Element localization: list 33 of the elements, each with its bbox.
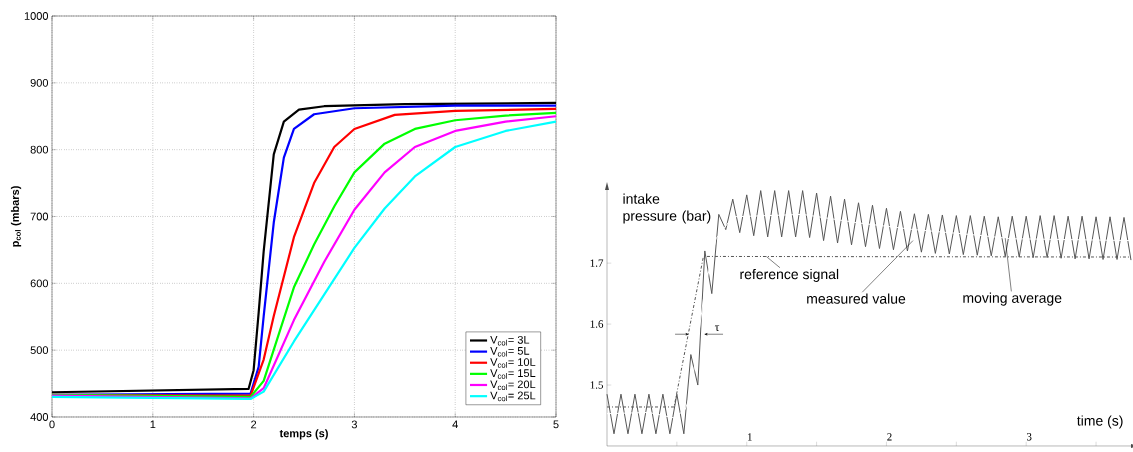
y-tick-label: 1000 <box>24 12 49 20</box>
y-tick-label: 500 <box>30 346 49 355</box>
x-tick-label: 0 <box>49 420 55 429</box>
y-tick-label: 900 <box>30 78 49 87</box>
y-tick-label: 1.7 <box>590 259 604 267</box>
y-axis-title: p$_{col}$ (mbars) <box>10 186 22 247</box>
annotation: moving average <box>963 292 1062 306</box>
legend-label: V$_{col}$= 20L <box>490 380 536 390</box>
legend-label: V$_{col}$= 15L <box>490 369 536 379</box>
y-tick-label: 1.5 <box>590 381 604 389</box>
x-tick-label: 5 <box>553 420 559 429</box>
y-tick-label: 700 <box>30 212 49 221</box>
annotation: measured value <box>807 293 906 304</box>
annotation: reference signal <box>740 268 839 282</box>
x-tick-label: 4 <box>452 420 458 429</box>
y-tick-label: 600 <box>30 279 49 288</box>
x-tick-label: 3 <box>1026 433 1032 441</box>
x-axis-title: time (s) <box>1077 415 1123 429</box>
x-tick-label: 3 <box>351 420 357 429</box>
legend-label: V$_{col}$= 5L <box>490 347 530 357</box>
legend-label: V$_{col}$= 25L <box>490 391 536 402</box>
y-tick-label: 1.6 <box>590 320 604 328</box>
legend-label: V$_{col}$= 10L <box>490 358 536 368</box>
y-tick-label: 800 <box>30 145 49 154</box>
legend-label: V$_{col}$= 3L <box>490 335 530 346</box>
y-tick-label: 400 <box>30 413 49 421</box>
x-tick-label: 2 <box>251 420 257 429</box>
x-tick-label: 1 <box>150 420 156 429</box>
x-tick-label: 2 <box>887 433 892 441</box>
x-axis-title: temps (s) <box>279 429 328 440</box>
y-axis-title: intake pressure (bar) <box>623 193 711 224</box>
annotation: τ <box>714 325 720 332</box>
x-tick-label: 1 <box>747 433 752 441</box>
